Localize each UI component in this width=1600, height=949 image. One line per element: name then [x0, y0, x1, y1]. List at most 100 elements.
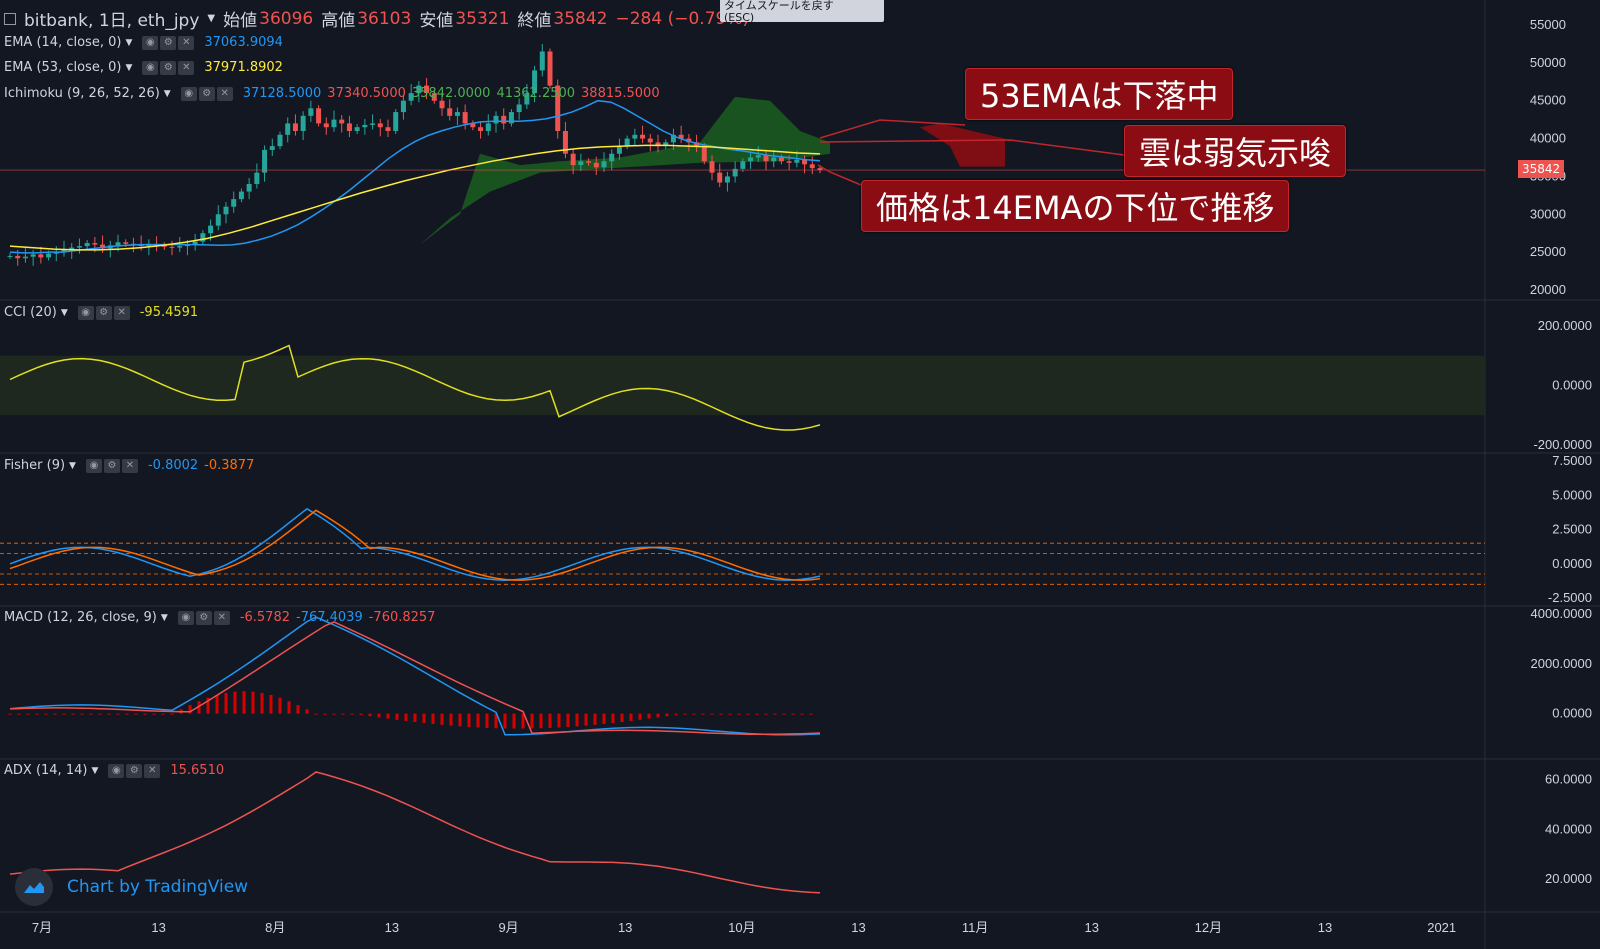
- close-icon[interactable]: ✕: [178, 60, 195, 75]
- chevron-down-icon[interactable]: ▼: [125, 37, 133, 48]
- macd-histogram-bar: [701, 713, 705, 715]
- gear-icon[interactable]: ⚙: [160, 35, 177, 50]
- eye-icon[interactable]: ◉: [180, 86, 197, 101]
- macd-histogram-bar: [215, 694, 219, 714]
- close-value: 35842: [553, 8, 608, 29]
- candle-body: [493, 115, 499, 124]
- open-value: 36096: [259, 8, 314, 29]
- candle-body: [269, 146, 275, 150]
- legend-name: MACD (12, 26, close, 9): [4, 610, 157, 625]
- legend-name: Fisher (9): [4, 458, 66, 473]
- collapse-icon[interactable]: [4, 12, 16, 25]
- candle-body: [755, 155, 761, 158]
- eye-icon[interactable]: ◉: [77, 305, 94, 320]
- legend-ema14[interactable]: EMA (14, close, 0) ▼ ◉ ⚙ ✕ 37063.9094: [4, 35, 283, 50]
- macd-histogram-bar: [611, 713, 615, 724]
- candle-body: [61, 249, 67, 253]
- macd-histogram-bar: [134, 713, 138, 715]
- legend-ema53[interactable]: EMA (53, close, 0) ▼ ◉ ⚙ ✕ 37971.8902: [4, 60, 283, 75]
- chevron-down-icon[interactable]: ▼: [91, 765, 99, 776]
- macd-histogram-bar: [125, 713, 129, 715]
- gear-icon[interactable]: ⚙: [195, 610, 212, 625]
- macd-histogram-bar: [476, 713, 480, 728]
- macd-histogram-bar: [386, 713, 390, 719]
- chevron-down-icon[interactable]: ▼: [207, 13, 216, 24]
- candle-body: [208, 225, 214, 234]
- legend-value-span-b: 38815.5000: [581, 86, 660, 101]
- gear-icon[interactable]: ⚙: [126, 763, 143, 778]
- candle-body: [616, 146, 622, 154]
- ema14-line: [9, 99, 821, 254]
- close-icon[interactable]: ✕: [213, 610, 230, 625]
- chevron-down-icon[interactable]: ▼: [125, 62, 133, 73]
- macd-histogram-bar: [584, 713, 588, 726]
- candle-body: [15, 255, 21, 259]
- macd-histogram-bar: [107, 713, 111, 715]
- eye-icon[interactable]: ◉: [142, 60, 159, 75]
- candle-body: [161, 245, 167, 247]
- candle-body: [802, 159, 808, 165]
- gear-icon[interactable]: ⚙: [198, 86, 215, 101]
- y-tick-label: 4000.0000: [1531, 606, 1592, 621]
- candle-body: [809, 164, 815, 169]
- close-icon[interactable]: ✕: [121, 458, 138, 473]
- legend-name: EMA (53, close, 0): [4, 60, 122, 75]
- x-tick-label: 9月: [498, 920, 518, 935]
- gear-icon[interactable]: ⚙: [160, 60, 177, 75]
- chevron-down-icon[interactable]: ▼: [60, 307, 68, 318]
- chevron-down-icon[interactable]: ▼: [160, 612, 168, 623]
- close-icon[interactable]: ✕: [113, 305, 130, 320]
- tradingview-logo[interactable]: Chart by TradingView: [15, 868, 248, 906]
- candle-body: [200, 233, 206, 242]
- close-icon[interactable]: ✕: [178, 35, 195, 50]
- eye-icon[interactable]: ◉: [85, 458, 102, 473]
- legend-macd[interactable]: MACD (12, 26, close, 9) ▼ ◉ ⚙ ✕ -6.5782 -76…: [4, 610, 435, 625]
- chevron-down-icon[interactable]: ▼: [163, 88, 171, 99]
- candle-body: [308, 108, 314, 116]
- eye-icon[interactable]: ◉: [177, 610, 194, 625]
- x-tick-label: 11月: [962, 920, 989, 935]
- x-tick-label: 10月: [728, 920, 755, 935]
- macd-histogram-bar: [62, 713, 66, 715]
- gear-icon[interactable]: ⚙: [103, 458, 120, 473]
- macd-histogram-bar: [170, 713, 174, 715]
- legend-value-trigger: -0.3877: [204, 458, 255, 473]
- legend-fisher[interactable]: Fisher (9) ▼ ◉ ⚙ ✕ -0.8002 -0.3877: [4, 458, 254, 473]
- cci-band: [0, 355, 1485, 416]
- annotation-cloud[interactable]: 雲は弱気示唆: [1124, 125, 1347, 177]
- eye-icon[interactable]: ◉: [108, 763, 125, 778]
- annotation-price[interactable]: 価格は14EMAの下位で推移: [861, 180, 1290, 232]
- legend-adx[interactable]: ADX (14, 14) ▼ ◉ ⚙ ✕ 15.6510: [4, 763, 224, 778]
- gear-icon[interactable]: ⚙: [95, 305, 112, 320]
- annotation-ema53[interactable]: 53EMAは下落中: [965, 68, 1234, 120]
- x-tick-label: 8月: [265, 920, 285, 935]
- legend-value: -95.4591: [139, 305, 199, 320]
- candle-body: [624, 138, 630, 147]
- high-label: 高値: [321, 11, 356, 31]
- close-icon[interactable]: ✕: [144, 763, 161, 778]
- candle-body: [53, 252, 59, 254]
- macd-histogram-bar: [404, 713, 408, 721]
- legend-ichimoku[interactable]: Ichimoku (9, 26, 52, 26) ▼ ◉ ⚙ ✕ 37128.5000…: [4, 86, 660, 101]
- candle-body: [169, 246, 175, 248]
- chevron-down-icon[interactable]: ▼: [69, 460, 76, 471]
- symbol-label[interactable]: bitbank, 1日, eth_jpy: [24, 11, 200, 31]
- macd-histogram-bar: [755, 713, 759, 715]
- x-tick-label: 13: [151, 920, 165, 935]
- macd-histogram-bar: [809, 713, 813, 715]
- macd-histogram-bar: [440, 713, 444, 725]
- candle-body: [254, 172, 260, 184]
- legend-value-signal: -760.8257: [368, 610, 436, 625]
- close-icon[interactable]: ✕: [216, 86, 233, 101]
- eye-icon[interactable]: ◉: [142, 35, 159, 50]
- legend-cci[interactable]: CCI (20) ▼ ◉ ⚙ ✕ -95.4591: [4, 305, 198, 320]
- legend-value-hist: -6.5782: [239, 610, 290, 625]
- candle-body: [539, 51, 545, 71]
- candle-body: [277, 134, 283, 147]
- macd-histogram-bar: [71, 713, 75, 715]
- change-value: −284 (−0.79%): [615, 8, 750, 29]
- macd-histogram-bar: [206, 697, 210, 714]
- macd-histogram-bar: [692, 713, 696, 715]
- macd-histogram-bar: [314, 713, 318, 715]
